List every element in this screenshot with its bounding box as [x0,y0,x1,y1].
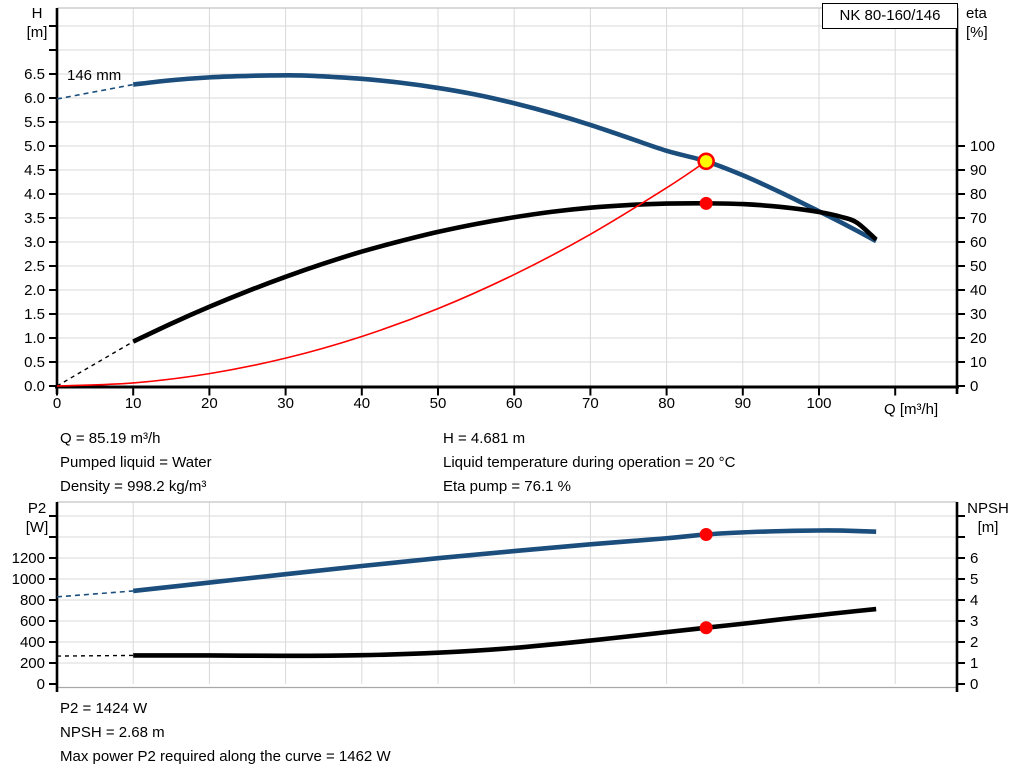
right-tick-label: 6 [970,550,978,567]
left-tick-label: 5.0 [24,138,45,155]
right-tick-label: 30 [970,306,987,323]
impeller-diameter-label: 146 mm [67,67,122,84]
left-tick-label: 2.0 [24,282,45,299]
x-tick-label: 50 [430,395,447,412]
left-tick-label: 0.0 [24,378,45,395]
system-curve [56,160,707,387]
result-p2: P2 = 1424 W [60,700,148,717]
h-axis-title: H [m] [16,4,58,42]
eta-axis-title: eta [%] [966,4,988,42]
right-tick-label: 20 [970,330,987,347]
qh-eta-chart[interactable]: 0.0 0.5 1.0 1.5 2.0 2.5 3.0 3.5 4.0 4.5 5.0 5.5 6.0 6… [0,0,1024,430]
x-tick-label: 100 [806,395,831,412]
right-tick-label: 80 [970,186,987,203]
info-density: Density = 998.2 kg/m³ [60,478,207,495]
left-tick-label: 800 [20,592,45,609]
result-max-power: Max power P2 required along the curve = … [60,748,391,765]
npsh-axis-title: NPSH [m] [958,499,1018,537]
left-tick-label: 200 [20,655,45,672]
right-tick-label: 0 [970,676,978,693]
right-tick-label: 50 [970,258,987,275]
h-axis-title-symbol: H [31,5,43,22]
left-tick-label: 6.5 [24,66,45,83]
info-eta: Eta pump = 76.1 % [443,478,571,495]
right-tick-label: 0 [970,378,978,395]
left-tick-label: 5.5 [24,114,45,131]
left-tick-label: 400 [20,634,45,651]
info-temp: Liquid temperature during operation = 20… [443,454,736,471]
left-tick-label: 0.5 [24,354,45,371]
left-tick-label: 600 [20,613,45,630]
x-tick-label: 60 [506,395,523,412]
x-tick-label: 90 [734,395,751,412]
p2-curve-extension [56,590,134,598]
left-tick-label: 2.5 [24,258,45,275]
head-curve-extension [56,83,134,100]
right-tick-label: 70 [970,210,987,227]
x-tick-label: 40 [353,395,370,412]
npsh-curve-extension [56,654,134,657]
right-tick-label: 100 [970,138,995,155]
x-tick-label: 0 [53,395,61,412]
info-liquid: Pumped liquid = Water [60,454,212,471]
right-tick-label: 2 [970,634,978,651]
right-tick-label: 60 [970,234,987,251]
q-axis-title: Q [m³/h] [884,401,939,418]
npsh-curve [133,606,877,659]
left-tick-label: 3.5 [24,210,45,227]
result-npsh: NPSH = 2.68 m [60,724,165,741]
p2-axis-title-unit: [W] [25,519,49,536]
right-tick-label: 5 [970,571,978,588]
right-tick-label: 3 [970,613,978,630]
right-tick-label: 4 [970,592,978,609]
eta-axis-title-unit: [%] [966,24,988,41]
left-tick-label: 0 [37,676,45,693]
info-flow: Q = 85.19 m³/h [60,430,161,447]
left-tick-label: 6.0 [24,90,45,107]
p2-npsh-chart[interactable]: 0 200 400 600 800 1000 1200 0 1 2 3 4 5 6 [0,495,1024,695]
left-tick-label: 4.5 [24,162,45,179]
x-tick-label: 20 [201,395,218,412]
pump-name-box: NK 80-160/146 [822,3,958,29]
eta-curve-extension [56,340,134,387]
h-axis-title-unit: [m] [26,24,48,41]
p2-point[interactable] [699,527,713,541]
x-tick-label: 10 [125,395,142,412]
right-tick-label: 90 [970,162,987,179]
p2-curve [132,528,877,594]
right-tick-label: 10 [970,354,987,371]
eta-curve [132,201,878,344]
left-tick-label: 1000 [12,571,45,588]
p2-axis-title: P2 [W] [16,499,58,537]
right-tick-label: 1 [970,655,978,672]
x-tick-label: 30 [277,395,294,412]
right-tick-label: 40 [970,282,987,299]
left-tick-label: 1.5 [24,306,45,323]
duty-point[interactable] [697,152,715,171]
head-curve-146mm [132,73,878,244]
x-tick-label: 80 [658,395,675,412]
npsh-axis-title-symbol: NPSH [967,500,1009,517]
eta-point[interactable] [699,196,713,210]
left-tick-label: 4.0 [24,186,45,203]
p2-axis-title-symbol: P2 [27,500,47,517]
left-tick-label: 3.0 [24,234,45,251]
info-head: H = 4.681 m [443,430,526,447]
x-tick-label: 70 [582,395,599,412]
eta-axis-title-symbol: eta [966,5,987,22]
npsh-axis-title-unit: [m] [977,519,999,536]
left-tick-label: 1200 [12,550,45,567]
npsh-point[interactable] [699,621,713,635]
left-tick-label: 1.0 [24,330,45,347]
